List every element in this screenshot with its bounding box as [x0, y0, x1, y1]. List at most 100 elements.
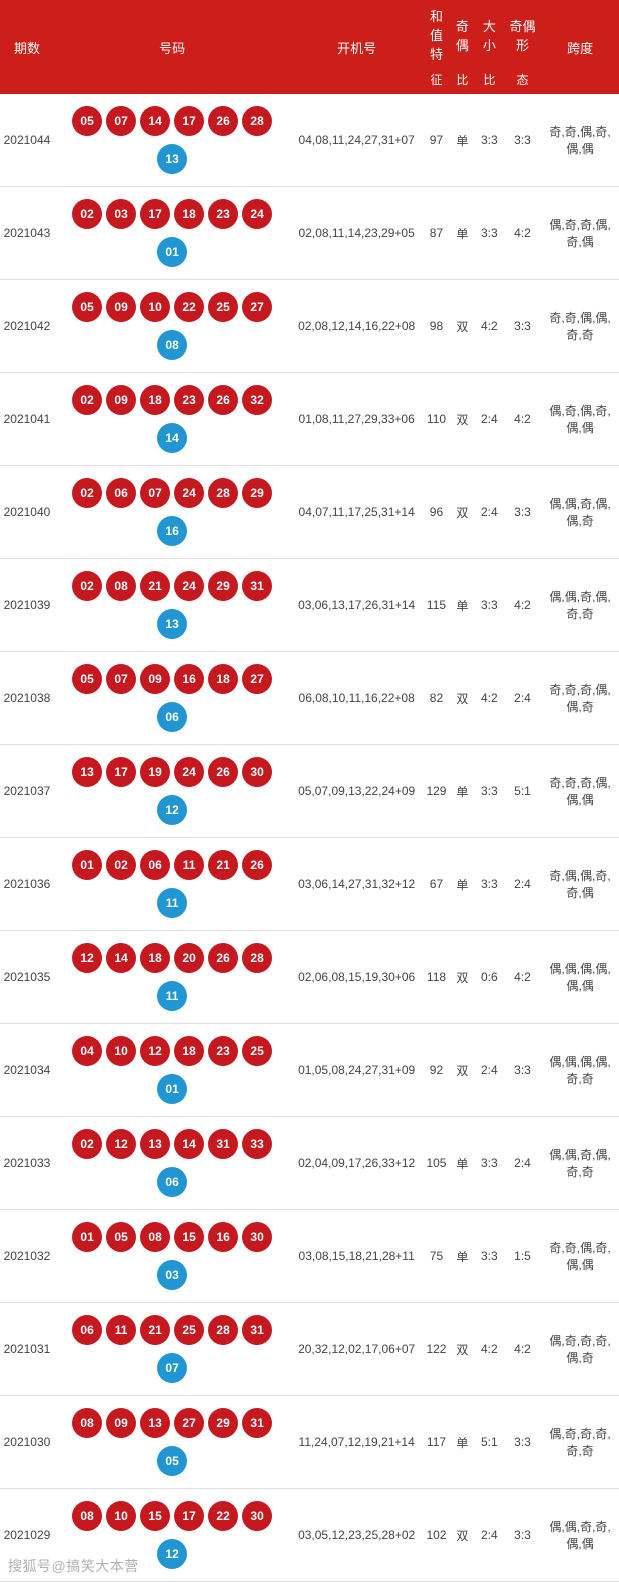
cell-sum: 96	[423, 466, 450, 559]
red-ball: 16	[174, 664, 204, 694]
blue-ball: 11	[157, 888, 187, 918]
table-row: 20210330212131431330602,04,09,17,26,33+1…	[0, 1117, 619, 1210]
red-ball: 25	[208, 292, 238, 322]
red-ball: 08	[106, 571, 136, 601]
cell-sum: 115	[423, 559, 450, 652]
red-ball: 13	[140, 1129, 170, 1159]
cell-oe: 双	[450, 1303, 475, 1396]
cell-sum: 118	[423, 931, 450, 1024]
cell-ratio: 2:4	[475, 1024, 504, 1117]
cell-numbers: 08091327293105	[54, 1396, 290, 1489]
red-ball: 23	[174, 385, 204, 415]
red-ball: 26	[208, 106, 238, 136]
red-ball: 16	[208, 1222, 238, 1252]
cell-issue: 2021042	[0, 280, 54, 373]
cell-numbers: 02082124293113	[54, 559, 290, 652]
cell-oe: 单	[450, 1396, 475, 1489]
cell-start: 02,04,09,17,26,33+12	[290, 1117, 423, 1210]
table-row: 20210410209182326321401,08,11,27,29,33+0…	[0, 373, 619, 466]
red-ball: 09	[106, 385, 136, 415]
red-ball: 02	[72, 571, 102, 601]
blue-ball: 12	[157, 1539, 187, 1569]
blue-ball: 03	[157, 1260, 187, 1290]
red-ball: 12	[140, 1036, 170, 1066]
red-ball: 24	[174, 571, 204, 601]
cell-ratio: 2:4	[475, 466, 504, 559]
cell-issue: 2021032	[0, 1210, 54, 1303]
red-ball: 15	[140, 1501, 170, 1531]
cell-pattern: 奇,奇,偶,奇,偶,偶	[541, 1210, 619, 1303]
cell-ratio: 0:6	[475, 931, 504, 1024]
cell-ratio: 3:3	[475, 559, 504, 652]
cell-start: 02,08,11,14,23,29+05	[290, 187, 423, 280]
cell-pattern: 偶,偶,奇,奇,偶,偶	[541, 1489, 619, 1582]
red-ball: 01	[72, 850, 102, 880]
red-ball: 15	[174, 1222, 204, 1252]
cell-ratio: 3:3	[475, 94, 504, 187]
red-ball: 02	[72, 1129, 102, 1159]
cell-sum: 102	[423, 1489, 450, 1582]
table-row: 20210320105081516300303,08,15,18,21,28+1…	[0, 1210, 619, 1303]
cell-pattern: 奇,奇,偶,偶,奇,奇	[541, 280, 619, 373]
cell-start: 01,08,11,27,29,33+06	[290, 373, 423, 466]
cell-size: 2:4	[504, 838, 541, 931]
cell-pattern: 奇,奇,偶,奇,偶,偶	[541, 94, 619, 187]
red-ball: 29	[242, 478, 272, 508]
red-ball: 07	[106, 106, 136, 136]
cell-numbers: 06112125283107	[54, 1303, 290, 1396]
cell-pattern: 偶,偶,奇,偶,偶,奇	[541, 466, 619, 559]
table-row: 20210371317192426301205,07,09,13,22,24+0…	[0, 745, 619, 838]
cell-issue: 2021038	[0, 652, 54, 745]
cell-ratio: 4:2	[475, 1303, 504, 1396]
header-pattern-sub: 态	[504, 69, 541, 94]
cell-numbers: 13171924263012	[54, 745, 290, 838]
cell-pattern: 偶,奇,奇,奇,奇,奇	[541, 1396, 619, 1489]
cell-sum: 97	[423, 94, 450, 187]
red-ball: 18	[174, 199, 204, 229]
cell-issue: 2021037	[0, 745, 54, 838]
cell-sum: 87	[423, 187, 450, 280]
cell-start: 02,08,12,14,16,22+08	[290, 280, 423, 373]
red-ball: 29	[208, 1408, 238, 1438]
blue-ball: 01	[157, 1074, 187, 1104]
cell-pattern: 偶,偶,偶,偶,偶,偶	[541, 931, 619, 1024]
table-row: 20210351214182026281102,06,08,15,19,30+0…	[0, 931, 619, 1024]
table-row: 20210300809132729310511,24,07,12,19,21+1…	[0, 1396, 619, 1489]
cell-start: 03,06,13,17,26,31+14	[290, 559, 423, 652]
cell-ratio: 3:3	[475, 187, 504, 280]
cell-pattern: 奇,奇,奇,偶,偶,偶	[541, 745, 619, 838]
cell-oe: 单	[450, 187, 475, 280]
cell-size: 5:1	[504, 745, 541, 838]
cell-ratio: 5:1	[475, 1396, 504, 1489]
cell-oe: 双	[450, 1489, 475, 1582]
red-ball: 14	[140, 106, 170, 136]
cell-pattern: 偶,偶,奇,偶,奇,奇	[541, 1117, 619, 1210]
cell-size: 3:3	[504, 1489, 541, 1582]
cell-oe: 双	[450, 931, 475, 1024]
cell-oe: 单	[450, 1117, 475, 1210]
red-ball: 21	[208, 850, 238, 880]
red-ball: 03	[106, 199, 136, 229]
red-ball: 10	[140, 292, 170, 322]
cell-size: 2:4	[504, 1117, 541, 1210]
cell-start: 03,05,12,23,25,28+02	[290, 1489, 423, 1582]
red-ball: 08	[72, 1408, 102, 1438]
cell-start: 03,08,15,18,21,28+11	[290, 1210, 423, 1303]
header-oe-sub: 比	[450, 69, 475, 94]
red-ball: 12	[72, 943, 102, 973]
header-span: 跨度	[541, 0, 619, 94]
red-ball: 26	[208, 757, 238, 787]
cell-numbers: 01020611212611	[54, 838, 290, 931]
table-header: 期数 号码 开机号 和值特 奇偶 大小 奇偶形 跨度 征 比 比 态	[0, 0, 619, 94]
cell-ratio: 4:2	[475, 280, 504, 373]
cell-issue: 2021031	[0, 1303, 54, 1396]
red-ball: 23	[208, 1036, 238, 1066]
cell-oe: 双	[450, 373, 475, 466]
cell-size: 4:2	[504, 373, 541, 466]
blue-ball: 13	[157, 609, 187, 639]
cell-oe: 单	[450, 94, 475, 187]
cell-start: 11,24,07,12,19,21+14	[290, 1396, 423, 1489]
blue-ball: 12	[157, 795, 187, 825]
red-ball: 27	[174, 1408, 204, 1438]
red-ball: 18	[140, 943, 170, 973]
